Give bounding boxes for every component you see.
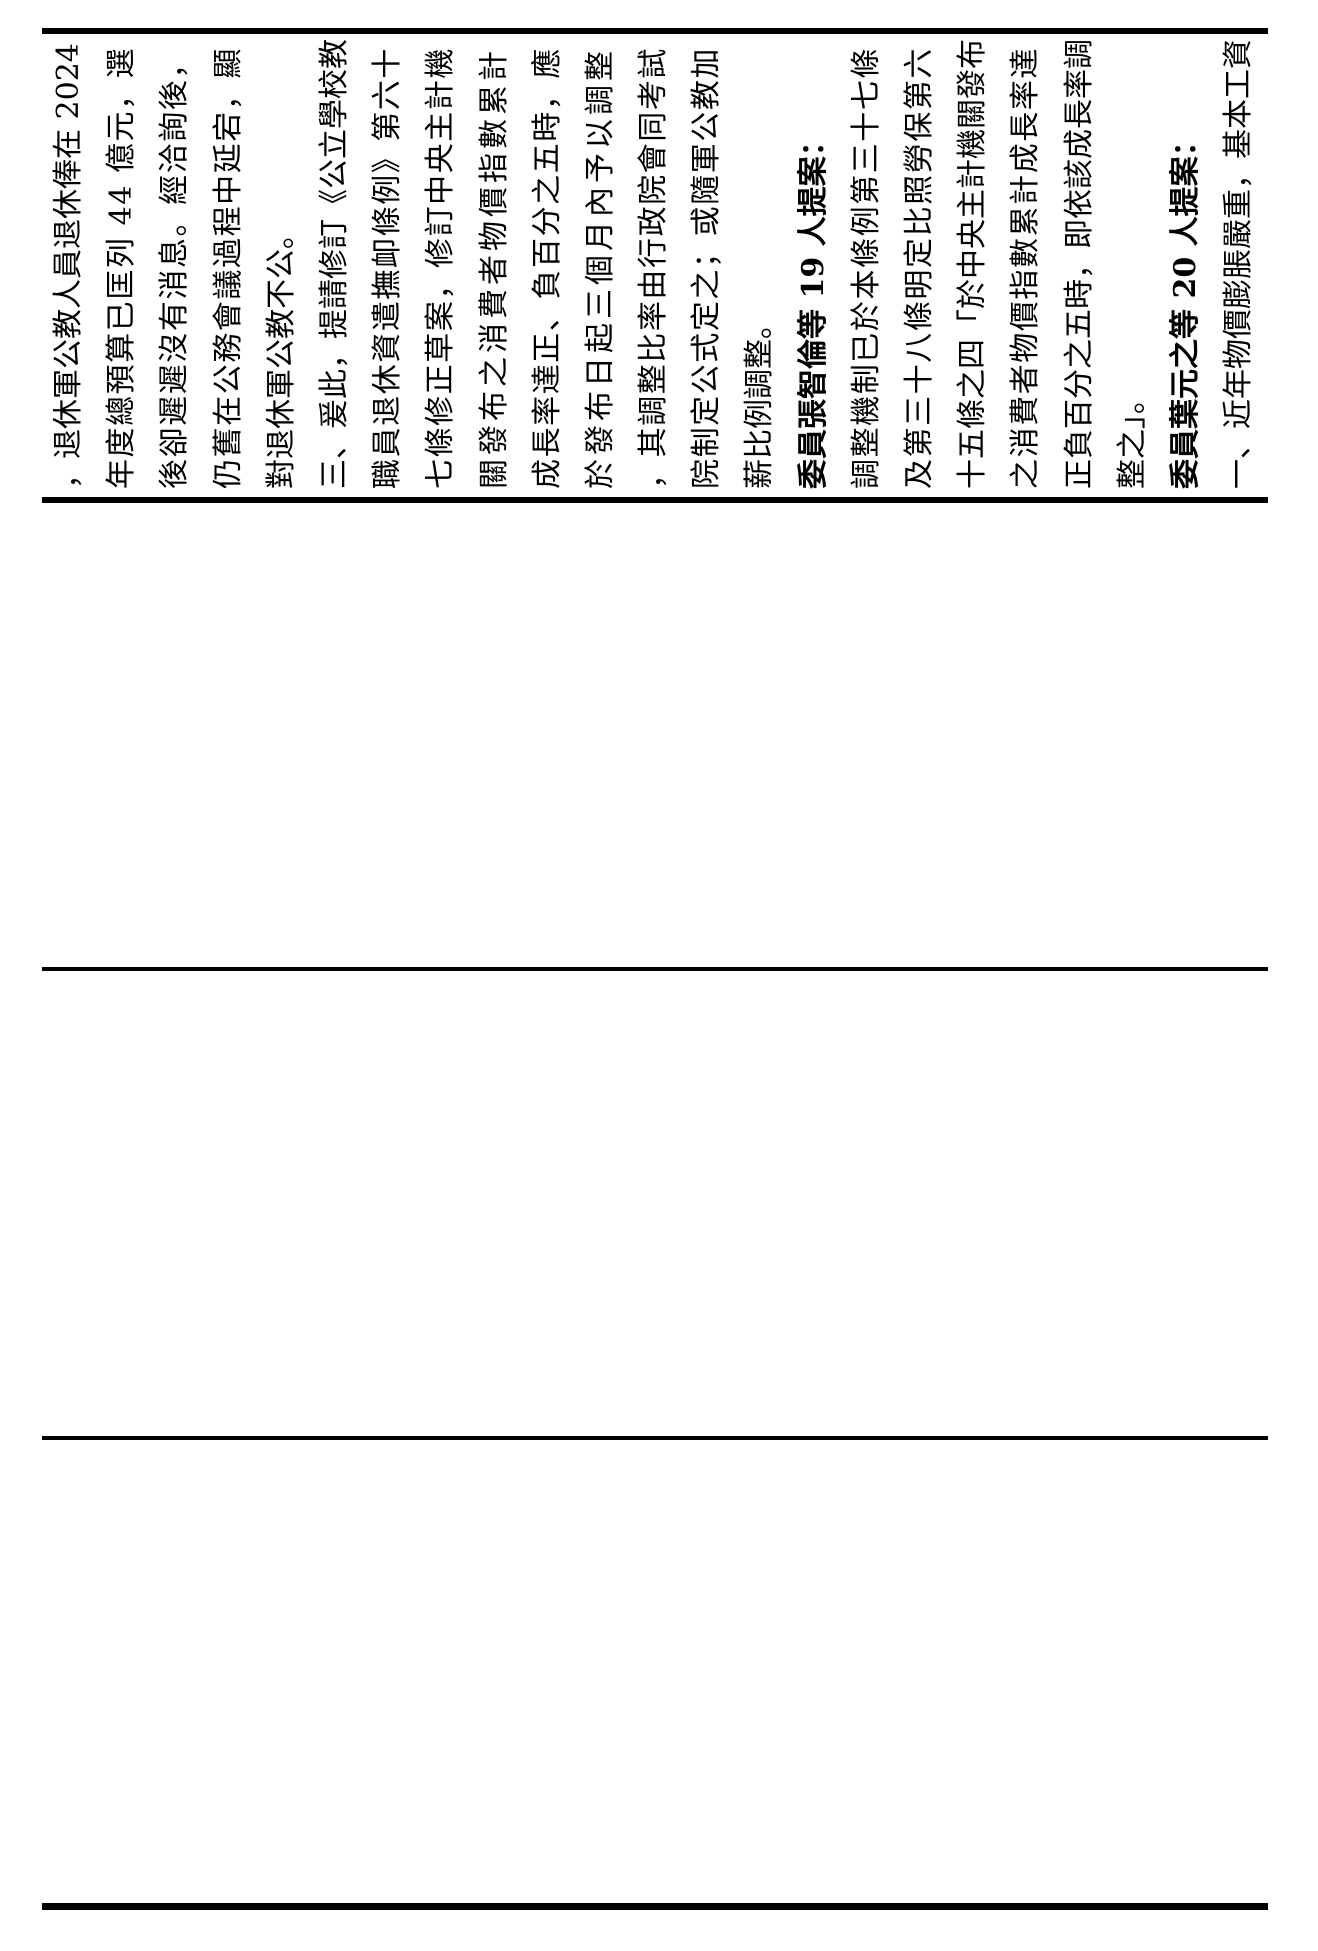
text-line-content: 於發布日起三個月內予以調整 <box>582 47 618 489</box>
text-line-content: 正負百分之五時，即依該成長率調 <box>1061 39 1097 489</box>
text-line-content: 成長率達正、負百分之五時，應 <box>529 47 565 489</box>
text-line: 仍舊在公務會議過程中延宕，顯 <box>202 45 255 489</box>
text-line: ，退休軍公教人員退休俸在 2024 <box>42 43 95 489</box>
text-line-content: 之消費者物價指數累計成長率達 <box>1008 47 1044 489</box>
row-separator-2 <box>42 967 1268 971</box>
text-line-content: 薪比例調整。 <box>742 309 778 489</box>
row-separator-3 <box>42 1436 1268 1440</box>
text-line: 及第三十八條明定比照勞保第六 <box>893 45 946 489</box>
text-line: 薪比例調整。 <box>733 45 786 489</box>
table-border-top <box>42 28 1268 34</box>
text-line: 成長率達正、負百分之五時，應 <box>521 45 574 489</box>
text-line: 於發布日起三個月內予以調整 <box>574 45 627 489</box>
text-line: 之消費者物價指數累計成長率達 <box>999 45 1052 489</box>
text-line-content: ，退休軍公教人員退休俸在 2024 <box>51 43 86 489</box>
text-line-content: 十五條之四「於中央主計機關發布 <box>955 39 991 489</box>
text-line: 十五條之四「於中央主計機關發布 <box>946 39 999 489</box>
text-line: 三、爰此，提請修訂《公立學校教 <box>308 39 361 489</box>
text-line: 整之」。 <box>1106 45 1159 489</box>
text-line: 院制定公式定之；或隨軍公教加 <box>680 45 733 489</box>
text-line-content: 七條修正草案，修訂中央主計機 <box>423 47 459 489</box>
text-line: 委員張智倫等 19 人提案： <box>787 45 840 489</box>
text-line-content: 院制定公式定之；或隨軍公教加 <box>689 47 725 489</box>
text-line-content: 委員葉元之等 20 人提案： <box>1167 126 1203 489</box>
text-line-content: 關發布之消費者物價指數累計 <box>476 47 512 489</box>
text-line: 調整機制已於本條例第三十七條 <box>840 45 893 489</box>
text-line: 正負百分之五時，即依該成長率調 <box>1053 39 1106 489</box>
text-line: 委員葉元之等 20 人提案： <box>1159 45 1212 489</box>
text-line: 後卻遲遲沒有消息。經洽詢後， <box>148 45 201 489</box>
text-line-content: 仍舊在公務會議過程中延宕，顯 <box>210 47 246 489</box>
text-line-content: 一、近年物價膨脹嚴重，基本工資 <box>1221 39 1257 489</box>
table-border-bottom <box>42 1903 1268 1910</box>
text-line: ，其調整比率由行政院會同考試 <box>627 45 680 489</box>
text-line-content: 委員張智倫等 19 人提案： <box>795 126 831 489</box>
text-line: 年度總預算已匡列 44 億元，選 <box>95 45 148 489</box>
text-line-content: 後卻遲遲沒有消息。經洽詢後， <box>157 47 193 489</box>
rotated-text-block: ，退休軍公教人員退休俸在 2024 年度總預算已匡列 44 億元，選 後卻遲遲沒有消… <box>42 39 1266 489</box>
text-line-content: ，其調整比率由行政院會同考試 <box>636 47 672 489</box>
row-separator-1 <box>42 497 1268 503</box>
text-line: 七條修正草案，修訂中央主計機 <box>414 45 467 489</box>
text-line: 一、近年物價膨脹嚴重，基本工資 <box>1212 39 1265 489</box>
text-line-content: 年度總預算已匡列 44 億元，選 <box>104 46 140 489</box>
text-line-content: 對退休軍公教不公。 <box>263 219 299 489</box>
text-line: 對退休軍公教不公。 <box>255 45 308 489</box>
text-line-content: 及第三十八條明定比照勞保第六 <box>902 47 937 489</box>
text-line-content: 調整機制已於本條例第三十七條 <box>848 47 884 489</box>
text-line: 關發布之消費者物價指數累計 <box>468 45 521 489</box>
text-line-content: 職員退休資遣撫卹條例》第六十 <box>370 47 406 489</box>
text-line-content: 三、爰此，提請修訂《公立學校教 <box>316 39 352 489</box>
text-line-content: 整之」。 <box>1114 384 1150 489</box>
text-line: 職員退休資遣撫卹條例》第六十 <box>361 45 414 489</box>
